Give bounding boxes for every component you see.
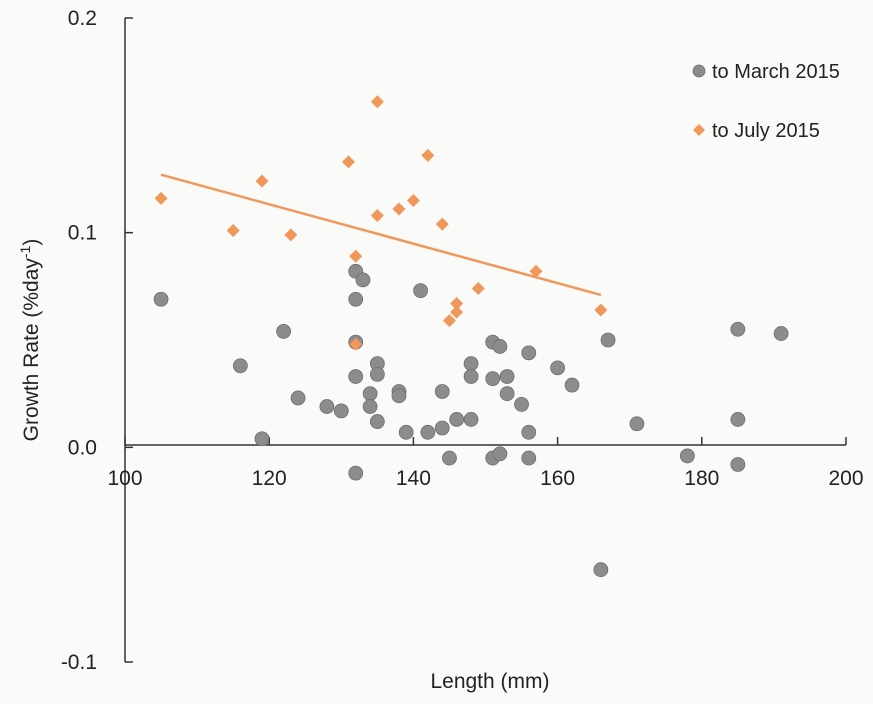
july-point — [342, 155, 356, 169]
legend-march-marker — [692, 64, 706, 78]
march-point — [499, 369, 515, 384]
x-tick-label: 100 — [107, 467, 142, 490]
july-point — [421, 148, 435, 162]
march-point — [434, 420, 450, 436]
march-point — [463, 412, 479, 427]
march-point — [600, 332, 616, 348]
march-point — [449, 412, 465, 427]
march-point — [348, 369, 364, 384]
march-point — [629, 416, 645, 432]
march-point — [362, 399, 378, 414]
march-point — [521, 345, 537, 361]
march-point — [492, 446, 508, 462]
march-point — [730, 412, 746, 427]
july-point — [450, 305, 464, 319]
march-point — [348, 291, 364, 307]
x-tick-label: 140 — [396, 467, 431, 490]
legend-label-march: to March 2015 — [712, 61, 840, 83]
trendline — [160, 173, 602, 297]
july-point — [471, 281, 485, 295]
y-axis-title-superscript: -1 — [17, 245, 33, 258]
march-point — [463, 369, 479, 384]
july-point — [226, 224, 240, 238]
july-point — [435, 217, 449, 231]
x-axis-title: Length (mm) — [430, 670, 549, 693]
march-point — [442, 450, 457, 466]
march-point — [593, 562, 609, 578]
y-axis-title-main: Growth Rate (%day — [20, 258, 43, 442]
march-point — [463, 356, 479, 372]
march-point — [420, 424, 436, 440]
x-tick-label: 200 — [828, 467, 863, 490]
march-point — [679, 448, 695, 464]
march-point — [521, 424, 537, 440]
y-tick-label: 0.2 — [68, 7, 97, 30]
march-point — [319, 399, 335, 414]
march-point — [153, 291, 169, 307]
y-tick-label: 0.0 — [68, 436, 97, 459]
march-point — [521, 450, 537, 466]
july-point — [284, 228, 298, 242]
march-point — [391, 388, 407, 404]
march-point — [730, 457, 746, 472]
march-point — [413, 283, 429, 299]
march-point — [564, 377, 580, 393]
march-point — [369, 366, 385, 382]
y-axis-title-tail: ) — [20, 239, 43, 246]
march-point — [499, 386, 515, 402]
march-point — [355, 272, 371, 288]
march-point — [773, 326, 789, 341]
july-point — [392, 202, 406, 216]
march-point — [514, 396, 529, 412]
y-tick-label: -0.1 — [61, 651, 97, 674]
march-point — [550, 360, 565, 376]
july-point — [442, 314, 456, 328]
x-tick-label: 180 — [684, 467, 719, 490]
july-point — [370, 208, 384, 222]
march-point — [290, 390, 306, 406]
march-point — [348, 465, 364, 481]
x-tick-label: 120 — [252, 467, 287, 490]
trendline-layer — [160, 173, 602, 297]
july-point — [594, 303, 608, 317]
march-point — [434, 384, 450, 399]
march-point — [276, 324, 292, 339]
july-point — [255, 174, 269, 188]
july-point — [349, 337, 363, 351]
july-point — [406, 193, 420, 207]
july-point — [154, 191, 168, 205]
march-point — [333, 403, 349, 419]
march-point — [730, 321, 746, 337]
march-point — [254, 431, 270, 447]
july-point — [529, 264, 543, 278]
x-tick-label: 160 — [540, 467, 575, 490]
legend-label-july: to July 2015 — [712, 120, 820, 142]
y-tick-label: 0.1 — [68, 222, 97, 245]
march-point — [362, 386, 378, 402]
legend: to March 2015 to July 2015 — [692, 61, 840, 142]
july-point — [349, 249, 363, 263]
march-point — [398, 424, 414, 440]
march-point — [369, 414, 385, 429]
legend-july-marker — [693, 124, 705, 136]
march-point — [485, 371, 501, 387]
y-axis-title: Growth Rate (%day-1) — [17, 239, 43, 442]
points-layer — [153, 95, 789, 578]
march-point — [492, 339, 508, 354]
july-point — [370, 95, 384, 109]
march-point — [232, 358, 248, 374]
axes: 0.2 0.1 0.0 -0.1 100 120 140 160 180 200 — [61, 7, 864, 674]
july-point — [450, 297, 464, 311]
